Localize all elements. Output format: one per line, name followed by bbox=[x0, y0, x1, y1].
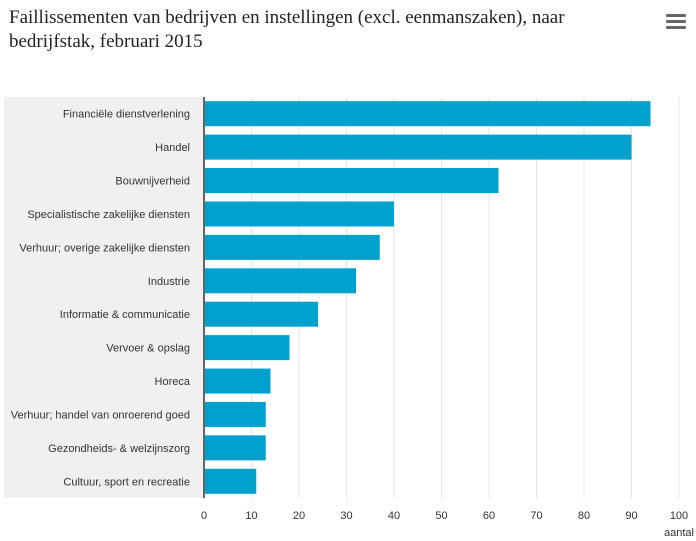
x-tick-label: 20 bbox=[293, 510, 305, 522]
x-tick-label: 50 bbox=[435, 510, 447, 522]
x-tick-label: 40 bbox=[388, 510, 400, 522]
bar[interactable] bbox=[205, 368, 271, 394]
bar[interactable] bbox=[205, 134, 632, 160]
bar[interactable] bbox=[205, 268, 356, 294]
x-tick-label: 90 bbox=[625, 510, 637, 522]
category-label: Verhuur; handel van onroerend goed bbox=[11, 409, 190, 421]
bar[interactable] bbox=[205, 201, 394, 227]
gridlines bbox=[251, 97, 680, 498]
x-tick-label: 0 bbox=[201, 510, 207, 522]
category-label: Industrie bbox=[148, 276, 190, 288]
x-tick-label: 60 bbox=[483, 510, 495, 522]
category-label: Bouwnijverheid bbox=[115, 176, 190, 188]
chart-title-line-1: Faillissementen van bedrijven en instell… bbox=[9, 7, 565, 28]
bar[interactable] bbox=[205, 234, 380, 260]
category-label: Specialistische zakelijke diensten bbox=[27, 209, 190, 221]
x-tick-label: 30 bbox=[340, 510, 352, 522]
x-axis-ticks: 0 10 20 30 40 50 60 70 80 90 100 bbox=[201, 510, 688, 522]
bar[interactable] bbox=[205, 335, 290, 361]
x-tick-label: 100 bbox=[670, 510, 688, 522]
bars bbox=[205, 101, 651, 494]
category-label: Cultuur, sport en recreatie bbox=[63, 476, 190, 488]
category-labels: Financiële dienstverlening Handel Bouwnijv… bbox=[11, 109, 191, 489]
category-label: Handel bbox=[155, 142, 190, 154]
bar[interactable] bbox=[205, 401, 266, 427]
category-label-band bbox=[4, 97, 204, 498]
hamburger-menu-icon[interactable] bbox=[666, 14, 686, 32]
bar[interactable] bbox=[205, 468, 257, 494]
x-tick-label: 10 bbox=[245, 510, 257, 522]
x-axis-title: aantal bbox=[664, 527, 694, 539]
category-label: Gezondheids- & welzijnszorg bbox=[48, 443, 190, 455]
chart-title-line-2: bedrijfstak, februari 2015 bbox=[9, 31, 203, 52]
bar[interactable] bbox=[205, 101, 651, 127]
category-label: Vervoer & opslag bbox=[106, 343, 190, 355]
category-label: Informatie & communicatie bbox=[60, 309, 190, 321]
category-label: Verhuur; overige zakelijke diensten bbox=[19, 242, 190, 254]
chart-title: Faillissementen van bedrijven en instell… bbox=[9, 6, 639, 54]
x-tick-label: 70 bbox=[530, 510, 542, 522]
bar[interactable] bbox=[205, 301, 318, 327]
bar[interactable] bbox=[205, 168, 499, 194]
category-label: Horeca bbox=[155, 376, 191, 388]
bar[interactable] bbox=[205, 435, 266, 461]
x-tick-label: 80 bbox=[578, 510, 590, 522]
category-label: Financiële dienstverlening bbox=[63, 109, 190, 121]
